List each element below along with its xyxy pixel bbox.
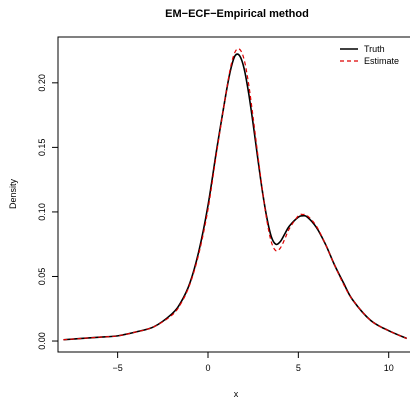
y-tick-label: 0.15 (37, 139, 47, 157)
y-axis-label: Density (8, 178, 18, 209)
series-layer (63, 48, 408, 341)
x-tick-label: 10 (384, 363, 394, 373)
y-axis: 0.00 0.05 0.10 0.15 0.20 (37, 74, 59, 350)
chart-title: EM−ECF−Empirical method (165, 8, 309, 20)
x-tick-label: 5 (296, 363, 301, 373)
series-line-truth (63, 53, 408, 341)
legend: Truth Estimate (340, 44, 399, 66)
x-tick-label: 0 (205, 363, 210, 373)
y-tick-label: 0.10 (37, 203, 47, 221)
y-tick-label: 0.20 (37, 74, 47, 92)
x-axis: −5 0 5 10 (113, 351, 394, 373)
y-tick-label: 0.05 (37, 268, 47, 286)
legend-label-truth: Truth (364, 44, 385, 54)
y-tick-label: 0.00 (37, 332, 47, 350)
x-axis-label: x (234, 389, 239, 399)
series-line-estimate (63, 48, 408, 341)
x-tick-label: −5 (113, 363, 123, 373)
legend-label-estimate: Estimate (364, 56, 399, 66)
